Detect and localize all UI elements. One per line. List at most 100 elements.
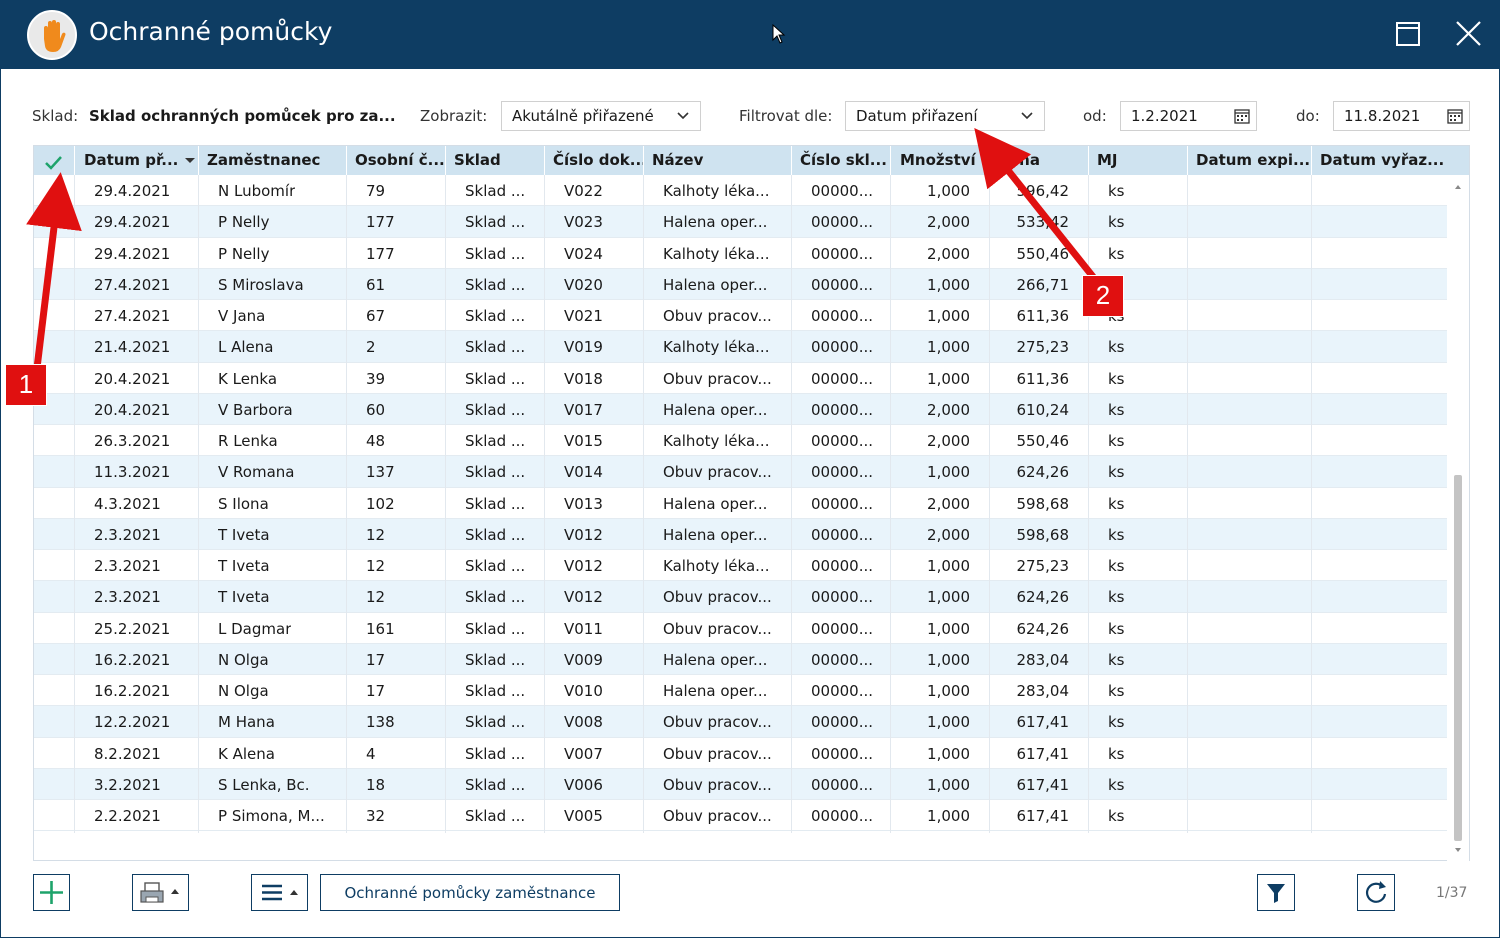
scroll-down-icon[interactable] — [1447, 843, 1469, 857]
vertical-scrollbar[interactable] — [1447, 175, 1469, 861]
cell-mnozstvi: 1,000 — [927, 775, 970, 794]
col-divider — [445, 175, 446, 833]
col-header-cislo-skl[interactable]: Číslo skl... — [791, 146, 890, 175]
table-row[interactable]: 16.2.2021 N Olga 17 Sklad ... V009 Halena ope… — [34, 643, 1447, 675]
sklad-value: Sklad ochranných pomůcek pro za... — [89, 107, 396, 125]
add-button[interactable] — [33, 874, 70, 911]
employee-protective-aids-button[interactable]: Ochranné pomůcky zaměstnance — [320, 874, 620, 911]
col-header-osobni[interactable]: Osobní č... — [346, 146, 445, 175]
cell-zamestnanec: N Lubomír — [218, 182, 296, 200]
col-header-datum-vyrazeni[interactable]: Datum vyřaz... — [1311, 146, 1447, 175]
table-row[interactable]: 2.3.2021 T Iveta 12 Sklad ... V012 Obuv praco… — [34, 581, 1447, 613]
scroll-up-icon[interactable] — [1447, 180, 1469, 194]
maximize-icon[interactable] — [1390, 17, 1426, 53]
cell-mnozstvi: 1,000 — [927, 182, 970, 200]
filtrovat-select[interactable]: Datum přiřazení — [845, 101, 1045, 131]
col-header-zamestnanec[interactable]: Zaměstnanec — [198, 146, 346, 175]
cell-datum: 4.3.2021 — [94, 494, 161, 513]
cell-datum: 2.3.2021 — [94, 525, 161, 544]
table-row[interactable]: 4.3.2021 S Ilona 102 Sklad ... V013 Halena op… — [34, 488, 1447, 519]
table-row[interactable]: 3.2.2021 S Lenka, Bc. 18 Sklad ... V006 Obuv … — [34, 768, 1447, 800]
table-row[interactable]: 25.2.2021 L Dagmar 161 Sklad ... V011 Obuv pr… — [34, 613, 1447, 644]
cell-mj: ks — [1108, 682, 1125, 700]
table-row[interactable]: 26.3.2021 R Lenka 48 Sklad ... V015 Kalhoty l… — [34, 425, 1447, 457]
actions-menu-button[interactable] — [251, 874, 308, 911]
cell-datum: 26.3.2021 — [94, 432, 171, 450]
cell-nazev: Obuv pracov... — [663, 588, 772, 607]
table-row[interactable]: 12.2.2021 M Hana 138 Sklad ... V008 Obuv prac… — [34, 706, 1447, 738]
cell-mnozstvi: 1,000 — [927, 369, 970, 388]
calendar-icon[interactable] — [1234, 108, 1250, 124]
sklad-label: Sklad: — [32, 107, 79, 125]
cell-osobni-cislo: 39 — [366, 369, 386, 388]
close-icon[interactable] — [1450, 17, 1486, 53]
print-menu-button[interactable] — [132, 874, 189, 911]
table-row[interactable]: 2.3.2021 T Iveta 12 Sklad ... V012 Kalhoty lé… — [34, 550, 1447, 582]
cell-cislo-dokladu: V011 — [564, 619, 603, 638]
select-all-column[interactable] — [34, 146, 74, 175]
col-header-datum-expirace[interactable]: Datum expi... — [1187, 146, 1311, 175]
calendar-icon[interactable] — [1447, 108, 1463, 124]
col-header-nazev[interactable]: Název — [643, 146, 791, 175]
date-from-input[interactable]: 1.2.2021 — [1120, 101, 1257, 131]
cell-nazev: Obuv pracov... — [663, 369, 772, 388]
table-row[interactable]: 2.3.2021 T Iveta 12 Sklad ... V012 Halena ope… — [34, 518, 1447, 550]
cell-mj: ks — [1108, 494, 1125, 513]
table-row[interactable]: 16.2.2021 N Olga 17 Sklad ... V010 Halena ope… — [34, 675, 1447, 707]
table-row[interactable]: 2.2.2021 P Simona, M... 32 Sklad ... V005 Obu… — [34, 800, 1447, 832]
table-row[interactable]: 29.4.2021 P Nelly 177 Sklad ... V024 Kalhoty … — [34, 238, 1447, 269]
cell-cena: 624,26 — [1016, 588, 1070, 607]
cell-mj: ks — [1108, 744, 1125, 763]
hand-logo-icon — [27, 10, 77, 60]
scroll-thumb[interactable] — [1454, 475, 1462, 841]
cell-osobni-cislo: 32 — [366, 807, 386, 825]
filtrovat-label: Filtrovat dle: — [739, 107, 833, 125]
table-row[interactable]: 20.4.2021 K Lenka 39 Sklad ... V018 Obuv prac… — [34, 363, 1447, 394]
cell-cena: 610,24 — [1016, 400, 1070, 419]
cell-osobni-cislo: 102 — [366, 494, 395, 513]
cell-cislo-skladu: 00000... — [811, 213, 874, 232]
table-row[interactable]: 11.3.2021 V Romana 137 Sklad ... V014 Obuv pr… — [34, 456, 1447, 488]
cell-mj: ks — [1108, 525, 1125, 544]
table-row[interactable]: 27.4.2021 S Miroslava 61 Sklad ... V020 Halen… — [34, 268, 1447, 300]
col-header-mnozstvi[interactable]: Množství — [890, 146, 989, 175]
cell-cislo-skladu: 00000... — [811, 369, 874, 388]
cell-cislo-dokladu: V018 — [564, 369, 603, 388]
table-row[interactable]: 21.4.2021 L Alena 2 Sklad ... V019 Kalhoty lé… — [34, 331, 1447, 363]
grid-rows: 29.4.2021 N Lubomír 79 Sklad ... V022 Kalhoty… — [34, 175, 1447, 832]
table-row[interactable]: 20.4.2021 V Barbora 60 Sklad ... V017 Halena … — [34, 393, 1447, 425]
date-from-value: 1.2.2021 — [1131, 107, 1198, 125]
annotation-arrow-1 — [26, 172, 82, 369]
cell-cislo-skladu: 00000... — [811, 182, 874, 200]
cell-datum: 21.4.2021 — [94, 338, 171, 357]
refresh-button[interactable] — [1357, 874, 1395, 911]
filter-button[interactable] — [1257, 874, 1295, 911]
cell-nazev: Obuv pracov... — [663, 619, 772, 638]
table-row[interactable]: 29.4.2021 P Nelly 177 Sklad ... V023 Halena o… — [34, 206, 1447, 238]
cell-mj: ks — [1108, 244, 1125, 263]
col-header-datum[interactable]: Datum př... — [74, 146, 198, 175]
cell-mnozstvi: 2,000 — [927, 400, 970, 419]
zobrazit-label: Zobrazit: — [420, 107, 488, 125]
cell-cena: 611,36 — [1016, 369, 1070, 388]
col-header-sklad[interactable]: Sklad — [445, 146, 544, 175]
cell-zamestnanec: S Lenka, Bc. — [218, 775, 310, 794]
zobrazit-value: Akutálně přiřazené — [512, 107, 654, 125]
annotation-arrow-2 — [974, 128, 1101, 286]
cell-zamestnanec: T Iveta — [218, 588, 270, 607]
cell-cena: 550,46 — [1016, 432, 1070, 450]
col-header-cislo-dok[interactable]: Číslo dok... — [544, 146, 643, 175]
cell-cislo-dokladu: V017 — [564, 400, 603, 419]
table-row[interactable]: 8.2.2021 K Alena 4 Sklad ... V007 Obuv pracov… — [34, 738, 1447, 769]
table-row[interactable]: 27.4.2021 V Jana 67 Sklad ... V021 Obuv praco… — [34, 300, 1447, 332]
cell-datum: 27.4.2021 — [94, 275, 171, 294]
cell-mnozstvi: 1,000 — [927, 463, 970, 482]
od-label: od: — [1083, 107, 1107, 125]
col-header-mj[interactable]: MJ — [1088, 146, 1187, 175]
cell-mnozstvi: 1,000 — [927, 682, 970, 700]
date-to-input[interactable]: 11.8.2021 — [1333, 101, 1470, 131]
zobrazit-select[interactable]: Akutálně přiřazené — [501, 101, 701, 131]
table-row[interactable]: 29.4.2021 N Lubomír 79 Sklad ... V022 Kalhoty… — [34, 175, 1447, 207]
cell-datum: 27.4.2021 — [94, 307, 171, 325]
